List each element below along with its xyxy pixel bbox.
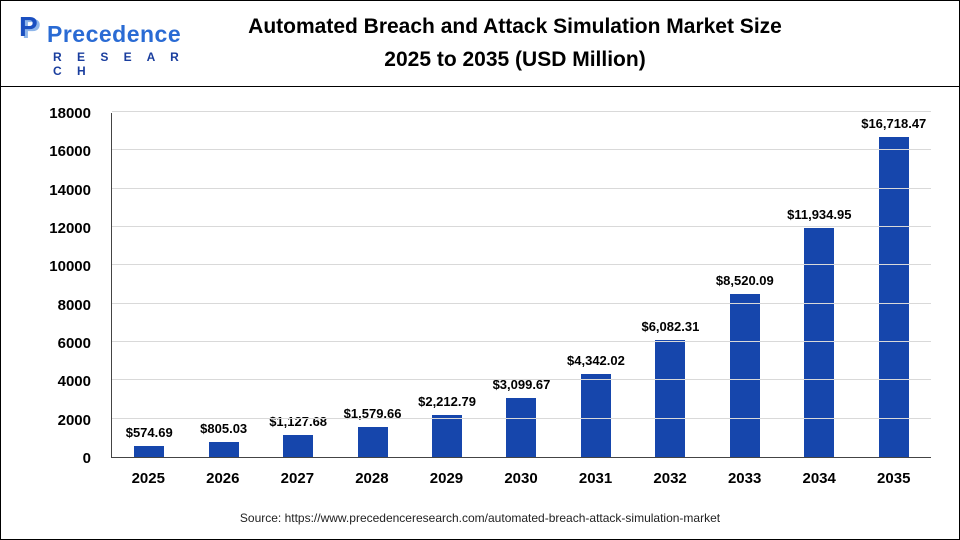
bar — [357, 427, 388, 457]
bar — [134, 446, 165, 457]
bar-value-label: $574.69 — [125, 425, 173, 440]
bar — [208, 442, 239, 457]
bar-value-label: $8,520.09 — [715, 273, 774, 288]
x-tick-label: 2027 — [280, 470, 315, 487]
bar-value-label: $16,718.47 — [861, 116, 927, 131]
x-tick-label: 2028 — [355, 470, 389, 487]
x-axis: 2025 2026 2027 2028 2029 2030 2031 2032 2033 2034… — [111, 470, 931, 487]
gridline — [112, 341, 931, 342]
bar-value-label: $3,099.67 — [492, 377, 551, 392]
bar-column: $6,082.31 — [633, 113, 707, 457]
y-tick-label: 18000 — [49, 105, 91, 122]
bar-value-label: $11,934.95 — [787, 207, 852, 222]
gridline — [112, 111, 931, 112]
bar — [655, 340, 686, 457]
logo-name: Precedence — [47, 21, 182, 47]
svg-text:P: P — [22, 13, 41, 43]
x-tick-label: 2032 — [653, 470, 687, 487]
y-tick-label: 8000 — [57, 296, 91, 314]
bar — [580, 374, 611, 457]
bar-column: $2,212.79 — [410, 113, 484, 457]
chart-title-line1: Automated Breach and Attack Simulation M… — [248, 14, 782, 38]
x-tick-label: 2033 — [727, 470, 762, 487]
bar-column: $574.69 — [112, 113, 186, 457]
x-tick-label: 2030 — [504, 470, 538, 487]
x-tick-label: 2025 — [131, 470, 165, 487]
bars-container: $574.69 $805.03 $1,127.68 $1,579.66 $2,212.7… — [112, 113, 931, 457]
gridline — [112, 226, 931, 227]
svg-text:P: P — [19, 13, 38, 42]
x-tick-label: 2034 — [802, 470, 836, 487]
gridline — [112, 417, 931, 419]
bar-column: $3,099.67 — [484, 113, 558, 457]
bar-value-label: $6,082.31 — [641, 319, 700, 334]
chart-section: 0 2000 4000 6000 8000 10000 12000 14000 16000 180… — [1, 87, 959, 487]
bar-value-label: $805.03 — [200, 421, 248, 436]
x-tick-label: 2035 — [877, 470, 911, 487]
y-tick-label: 10000 — [49, 258, 91, 276]
plot-wrap: 0 2000 4000 6000 8000 10000 12000 14000 16000 180… — [49, 105, 931, 467]
bar — [432, 415, 463, 457]
bar-column: $4,342.02 — [559, 113, 633, 457]
chart-title: Automated Breach and Attack Simulation M… — [1, 11, 959, 76]
y-tick-label: 4000 — [57, 373, 91, 391]
bar — [729, 294, 760, 457]
y-tick-label: 0 — [82, 450, 91, 467]
gridline — [112, 149, 931, 151]
bar-column: $11,934.95 — [782, 113, 856, 457]
bar-column: $1,127.68 — [261, 113, 335, 457]
logo: P P Precedence R E S E A R C H — [17, 11, 187, 78]
x-tick-label: 2031 — [578, 470, 613, 487]
bar-column: $8,520.09 — [708, 113, 782, 457]
bar — [804, 228, 835, 457]
bar-value-label: $4,342.02 — [567, 353, 625, 368]
y-tick-label: 14000 — [49, 181, 91, 199]
logo-subtitle: R E S E A R C H — [53, 50, 185, 78]
bar-column: $1,579.66 — [335, 113, 409, 457]
bar — [878, 137, 909, 457]
bar-column: $16,718.47 — [857, 113, 931, 457]
footer: Source: https://www.precedenceresearch.c… — [1, 509, 959, 527]
logo-icon: P P — [17, 11, 43, 48]
bar-value-label: $1,127.68 — [269, 414, 328, 429]
chart-title-line2: 2025 to 2035 (USD Million) — [384, 47, 646, 71]
bar — [506, 398, 537, 457]
plot-area: $574.69 $805.03 $1,127.68 $1,579.66 $2,212.7… — [111, 111, 931, 458]
header: P P Precedence R E S E A R C H Automated… — [1, 1, 959, 87]
y-tick-label: 2000 — [57, 411, 91, 429]
bar-column: $805.03 — [186, 113, 260, 457]
y-tick-label: 6000 — [57, 335, 91, 352]
y-axis: 0 2000 4000 6000 8000 10000 12000 14000 16000 180… — [1, 105, 101, 467]
gridline — [112, 379, 931, 381]
gridline — [112, 187, 931, 189]
bar-value-label: $1,579.66 — [343, 406, 402, 421]
x-tick-label: 2026 — [206, 470, 240, 487]
gridline — [112, 302, 931, 304]
x-tick-label: 2029 — [429, 470, 464, 487]
bar — [283, 435, 314, 457]
gridline — [112, 264, 931, 266]
y-tick-label: 12000 — [49, 220, 91, 237]
y-tick-label: 16000 — [49, 143, 91, 161]
bar-value-label: $2,212.79 — [418, 394, 476, 409]
source-text: Source: https://www.precedenceresearch.c… — [239, 511, 721, 525]
